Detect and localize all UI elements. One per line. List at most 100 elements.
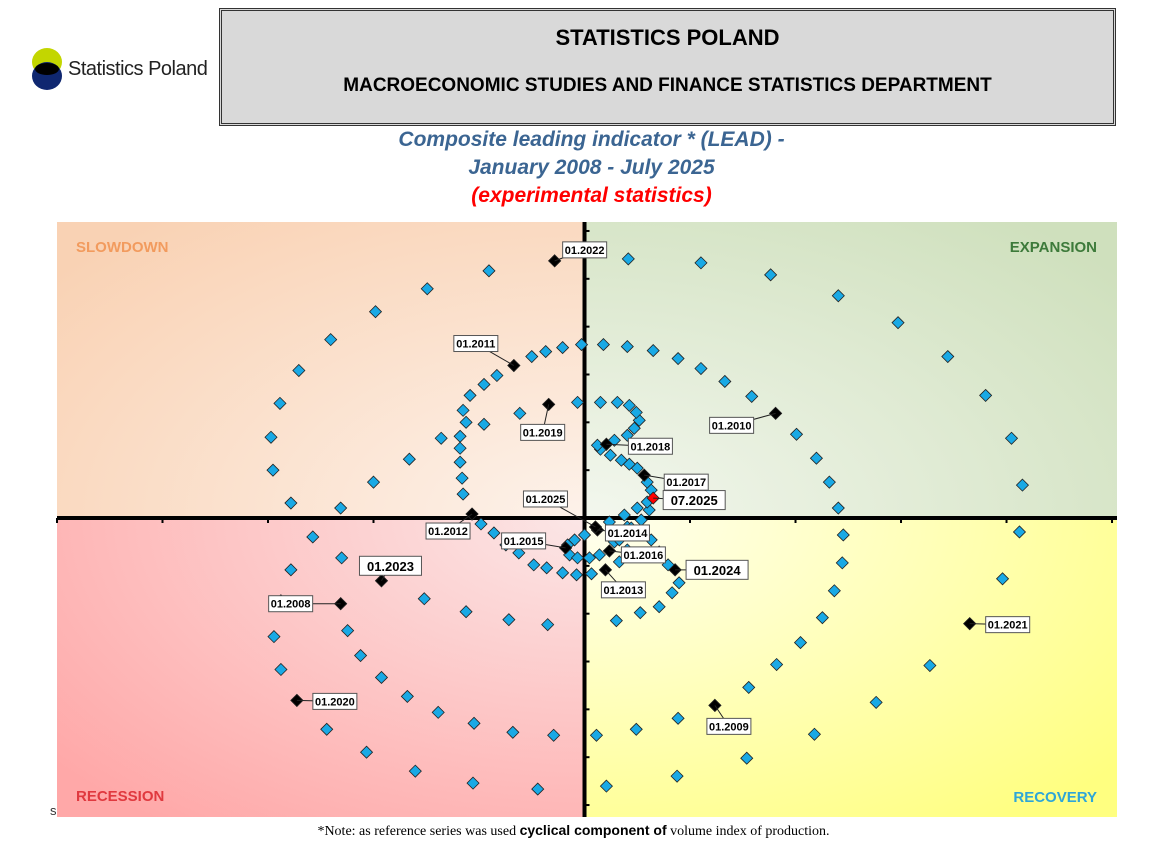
callout-label: 01.2010 xyxy=(712,420,752,432)
data-point xyxy=(622,398,636,412)
callout-label: 01.2009 xyxy=(709,721,749,733)
data-point xyxy=(577,528,592,542)
data-point xyxy=(334,501,348,515)
callout-label: 01.2008 xyxy=(271,599,311,611)
callout-box xyxy=(268,595,314,613)
data-point xyxy=(869,695,883,709)
data-point xyxy=(941,349,955,364)
data-point xyxy=(284,563,298,577)
callout-box xyxy=(562,241,608,259)
callout-label: 01.2015 xyxy=(504,536,544,548)
data-point xyxy=(359,745,374,759)
data-point xyxy=(525,349,539,364)
data-point xyxy=(621,252,635,266)
callout-label: 01.2018 xyxy=(631,441,671,453)
data-point xyxy=(836,528,850,542)
data-point xyxy=(789,427,804,441)
data-point xyxy=(592,548,607,562)
data-point xyxy=(1004,431,1019,445)
data-point xyxy=(574,338,589,352)
callout-label: 01.2020 xyxy=(315,696,355,708)
footnote: *Note: as reference series was used cycl… xyxy=(0,822,1157,840)
data-point xyxy=(539,344,553,359)
data-point xyxy=(614,453,628,467)
data-point xyxy=(540,561,554,575)
data-point xyxy=(670,769,684,783)
callout-box xyxy=(620,546,666,564)
data-point xyxy=(274,662,288,677)
footnote-suffix: volume index of production. xyxy=(666,824,830,839)
data-point xyxy=(584,567,599,581)
labeled-point-marker xyxy=(602,544,616,558)
quadrant-recession xyxy=(57,518,585,817)
data-point xyxy=(512,546,526,560)
data-point xyxy=(609,614,623,628)
data-point xyxy=(374,670,389,685)
data-point xyxy=(599,779,613,793)
data-point xyxy=(459,415,473,429)
quadrant-expansion xyxy=(584,222,1117,519)
callout-label: 01.2024 xyxy=(694,563,742,578)
data-point xyxy=(541,618,555,632)
labeled-point-marker xyxy=(465,507,479,521)
data-point xyxy=(513,406,527,420)
data-point xyxy=(474,517,488,531)
data-point xyxy=(547,728,561,742)
chart-titles: Composite leading indicator * (LEAD) - J… xyxy=(8,126,1167,210)
data-point xyxy=(324,333,338,347)
data-point xyxy=(589,728,604,742)
data-point xyxy=(467,716,481,730)
logo-icon xyxy=(32,48,62,90)
callout-label: 01.2016 xyxy=(624,550,664,562)
data-point xyxy=(527,558,541,572)
data-point xyxy=(456,487,470,501)
data-point xyxy=(490,368,504,383)
data-point xyxy=(506,725,520,739)
data-point xyxy=(556,566,570,580)
labeled-point-marker xyxy=(559,541,573,555)
quadrant-label-slowdown: SLOWDOWN xyxy=(76,239,168,256)
data-point xyxy=(671,711,685,725)
data-point xyxy=(665,586,679,600)
quadrant-label-recession: RECESSION xyxy=(76,788,164,805)
data-point xyxy=(831,289,845,303)
data-point xyxy=(1015,478,1030,492)
data-point xyxy=(610,395,624,409)
chart-subtitle: January 2008 - July 2025 xyxy=(468,156,715,179)
data-point xyxy=(979,388,993,402)
data-point xyxy=(453,441,467,455)
data-point xyxy=(368,305,383,319)
callout-box xyxy=(453,335,499,353)
data-point xyxy=(596,338,610,352)
data-point xyxy=(620,340,634,354)
callout-label: 01.2019 xyxy=(523,427,563,439)
data-point xyxy=(477,377,491,392)
data-point xyxy=(822,475,836,489)
header-box: STATISTICS POLAND MACROECONOMIC STUDIES … xyxy=(219,8,1116,126)
data-point xyxy=(306,530,320,544)
data-point xyxy=(582,551,597,565)
callout-box xyxy=(520,423,566,441)
callout-box xyxy=(312,692,358,710)
data-point xyxy=(923,658,937,673)
data-point xyxy=(831,501,845,515)
labeled-point-marker xyxy=(374,574,389,588)
data-point xyxy=(570,551,585,565)
data-point xyxy=(477,417,491,431)
data-point xyxy=(267,630,281,644)
data-point xyxy=(764,268,778,282)
callout-box xyxy=(627,437,673,455)
callout-box xyxy=(706,717,752,735)
callout-label: 01.2013 xyxy=(604,585,644,597)
callout-box xyxy=(662,490,726,511)
labeled-point-marker xyxy=(334,597,348,611)
callout-box xyxy=(358,555,422,576)
callout-label: 01.2021 xyxy=(988,620,1028,632)
callout-box xyxy=(604,524,650,542)
data-point xyxy=(466,776,480,790)
data-point xyxy=(531,782,545,796)
truncated-text: s xyxy=(50,803,57,818)
data-point xyxy=(482,264,496,278)
data-point xyxy=(809,451,823,465)
